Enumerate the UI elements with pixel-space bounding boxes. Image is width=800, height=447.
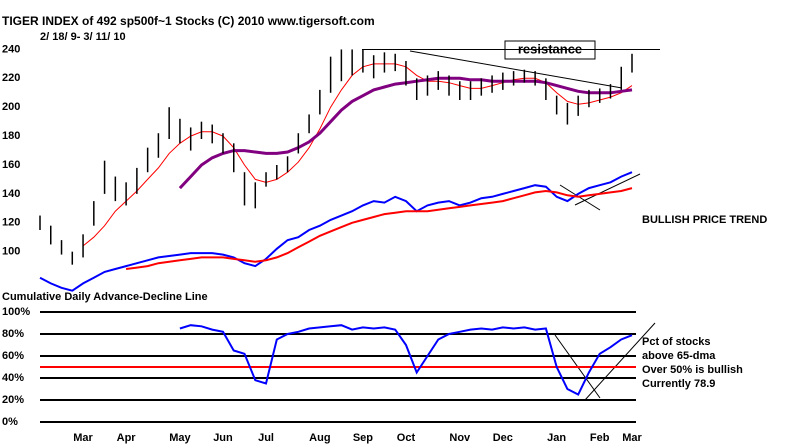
chart-title: TIGER INDEX of 492 sp500f~1 Stocks (C) 2… [2,14,375,28]
y-tick-label: 40% [2,372,24,384]
x-tick-label: Jun [213,432,233,444]
y-tick-label: 120 [2,217,20,229]
trend-line [584,322,656,401]
y-tick-label: 220 [2,72,20,84]
y-tick-label: 20% [2,394,24,406]
annotation-box [504,40,596,60]
x-tick-label: Mar [73,432,93,444]
x-tick-label: Aug [309,432,330,444]
trend-line [574,173,641,206]
annotation: Over 50% is bullish [642,364,743,376]
y-tick-label: 60% [2,350,24,362]
x-tick-label: Sep [353,432,373,444]
y-tick-label: 100 [2,246,20,258]
line-series [39,171,633,292]
x-tick-label: Dec [493,432,513,444]
annotation: above 65-dma [642,350,716,362]
annotation: BULLISH PRICE TREND [642,214,767,226]
x-tick-label: Mar [622,432,642,444]
y-tick-label: 140 [2,188,20,200]
x-tick-label: Nov [449,432,471,444]
y-tick-label: 80% [2,328,24,340]
line-series [82,63,633,247]
y-tick-label: 100% [2,306,30,318]
x-tick-label: Jul [258,432,274,444]
line-series [178,76,633,190]
x-tick-label: Apr [117,432,137,444]
x-tick-label: Oct [397,432,416,444]
chart-subtitle: 2/ 18/ 9- 3/ 11/ 10 [40,31,126,43]
x-tick-label: May [169,432,191,444]
x-tick-label: Feb [590,432,610,444]
y-tick-label: 200 [2,101,20,113]
x-tick-label: Jan [547,432,566,444]
annotation: Currently 78.9 [642,378,715,390]
y-tick-label: 0% [2,416,18,428]
trend-line [409,50,623,89]
y-tick-label: 240 [2,43,20,55]
annotation: Cumulative Daily Advance-Decline Line [2,291,208,303]
annotation: resistance [518,41,582,56]
y-tick-label: 180 [2,130,20,142]
line-series [179,324,633,396]
y-tick-label: 160 [2,159,20,171]
line-series [125,187,633,270]
annotation: Pct of stocks [642,336,710,348]
